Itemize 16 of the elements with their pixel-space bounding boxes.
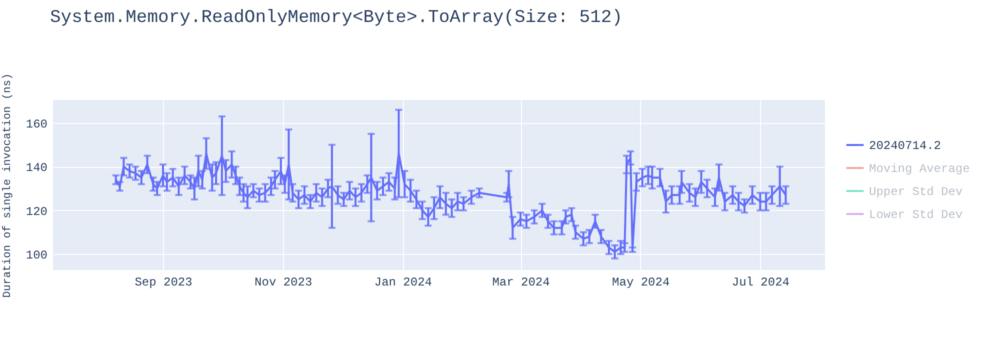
legend-label: Upper Std Dev bbox=[869, 185, 963, 199]
legend-label: Lower Std Dev bbox=[869, 208, 963, 222]
x-tick-label: Jan 2024 bbox=[374, 276, 432, 290]
y-tick-label: 100 bbox=[26, 248, 48, 263]
y-tick-label: 120 bbox=[26, 204, 48, 219]
y-tick-label: 160 bbox=[26, 117, 48, 132]
x-tick-label: Mar 2024 bbox=[492, 276, 550, 290]
x-tick-label: May 2024 bbox=[612, 276, 670, 290]
chart-title: System.Memory.ReadOnlyMemory<Byte>.ToArray(Size: 512) bbox=[50, 8, 622, 28]
y-tick-label: 140 bbox=[26, 161, 48, 176]
y-axis-title: Duration of single invocation (ns) bbox=[2, 73, 14, 298]
legend-label: Moving Average bbox=[869, 162, 970, 176]
x-tick-label: Nov 2023 bbox=[254, 276, 312, 290]
x-tick-label: Sep 2023 bbox=[134, 276, 192, 290]
x-tick-label: Jul 2024 bbox=[732, 276, 790, 290]
legend-label: 20240714.2 bbox=[869, 139, 942, 153]
